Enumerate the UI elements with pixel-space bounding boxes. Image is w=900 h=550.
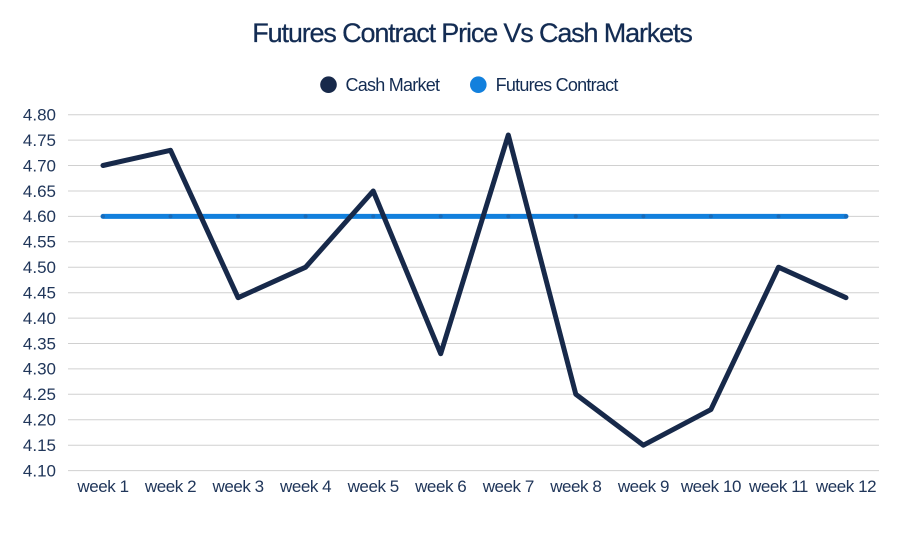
- svg-text:week 5: week 5: [347, 477, 399, 496]
- svg-text:4.45: 4.45: [23, 284, 56, 303]
- svg-text:4.15: 4.15: [23, 436, 56, 455]
- svg-text:4.50: 4.50: [23, 258, 56, 277]
- svg-text:week 4: week 4: [279, 477, 331, 496]
- svg-text:4.40: 4.40: [23, 309, 56, 328]
- svg-text:4.65: 4.65: [23, 182, 56, 201]
- svg-text:week 8: week 8: [549, 477, 601, 496]
- svg-text:week 7: week 7: [482, 477, 534, 496]
- svg-text:4.20: 4.20: [23, 411, 56, 430]
- svg-text:4.10: 4.10: [23, 461, 56, 480]
- svg-text:week 9: week 9: [617, 477, 669, 496]
- svg-text:week 2: week 2: [144, 477, 196, 496]
- svg-text:Futures Contract Price Vs Cash: Futures Contract Price Vs Cash Markets: [252, 18, 692, 48]
- svg-text:4.60: 4.60: [23, 207, 56, 226]
- svg-text:4.75: 4.75: [23, 131, 56, 150]
- svg-text:week 12: week 12: [815, 477, 876, 496]
- svg-text:4.80: 4.80: [23, 106, 56, 125]
- svg-text:4.55: 4.55: [23, 233, 56, 252]
- svg-text:week 1: week 1: [76, 477, 128, 496]
- svg-text:week 10: week 10: [680, 477, 741, 496]
- svg-text:4.35: 4.35: [23, 334, 56, 353]
- svg-text:4.70: 4.70: [23, 156, 56, 175]
- svg-text:week 11: week 11: [748, 477, 808, 496]
- svg-text:Futures Contract: Futures Contract: [496, 75, 619, 95]
- svg-text:week 3: week 3: [212, 477, 264, 496]
- svg-text:4.30: 4.30: [23, 360, 56, 379]
- svg-text:4.25: 4.25: [23, 385, 56, 404]
- svg-text:week 6: week 6: [414, 477, 466, 496]
- svg-text:Cash Market: Cash Market: [346, 75, 441, 95]
